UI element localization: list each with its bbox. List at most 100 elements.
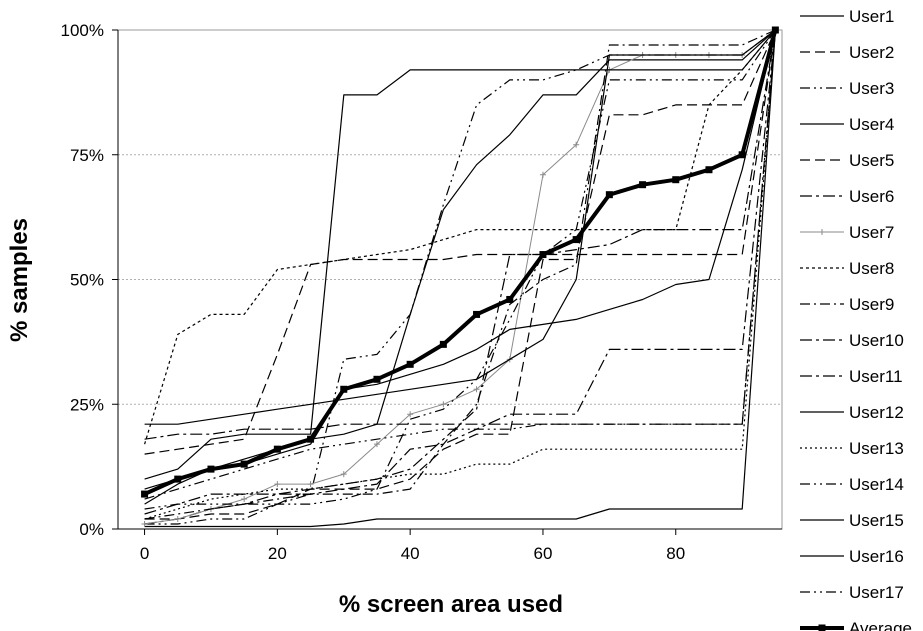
- x-tick-label: 20: [268, 544, 287, 563]
- legend-marker-user7: [819, 229, 825, 235]
- series-user14: [144, 29, 776, 510]
- data-point-average: [207, 465, 215, 473]
- series-user13: [144, 29, 776, 520]
- x-axis-title: % screen area used: [339, 591, 563, 618]
- series-line-user16: [144, 29, 776, 505]
- legend-item-user8: User8: [800, 259, 894, 278]
- data-point-user7: [241, 496, 248, 503]
- legend-label-user15: User15: [849, 511, 904, 530]
- series-user11: [144, 29, 776, 440]
- series-line-user10: [144, 29, 776, 515]
- series-line-user5: [144, 29, 776, 520]
- series-line-user17: [144, 29, 776, 500]
- tick-labels: 0% 25% 50% 75% 100% 0 20 40 60 80: [61, 21, 686, 563]
- series-user1: [144, 29, 776, 528]
- series-user8: [144, 29, 776, 445]
- series-line-user8: [144, 29, 776, 445]
- y-tick-label: 25%: [70, 395, 104, 414]
- x-tick-label: 40: [401, 544, 420, 563]
- legend-item-user4: User4: [800, 115, 894, 134]
- legend: User1 User2 User3 User4 User5 User6 User7 User8…: [800, 7, 912, 631]
- data-point-average: [539, 251, 547, 259]
- series-line-user3: [144, 29, 776, 525]
- data-point-average: [672, 176, 680, 184]
- legend-item-average: Average: [800, 619, 912, 631]
- legend-item-user2: User2: [800, 43, 894, 62]
- series-user12: [144, 29, 776, 425]
- data-point-average: [240, 460, 248, 468]
- legend-item-user13: User13: [800, 439, 904, 458]
- series-user7: [141, 27, 779, 528]
- data-point-average: [340, 385, 348, 393]
- legend-label-user9: User9: [849, 295, 894, 314]
- series-user10: [144, 29, 776, 515]
- data-point-average: [572, 236, 580, 244]
- y-axis-title: % samples: [6, 218, 33, 342]
- series-user5: [144, 29, 776, 520]
- data-point-user7: [473, 386, 480, 393]
- series-average: [141, 26, 779, 498]
- legend-item-user1: User1: [800, 7, 894, 26]
- legend-label-average: Average: [849, 619, 912, 631]
- legend-item-user6: User6: [800, 187, 894, 206]
- legend-item-user15: User15: [800, 511, 904, 530]
- y-tick-label: 75%: [70, 146, 104, 165]
- series-line-user12: [144, 29, 776, 425]
- legend-item-user5: User5: [800, 151, 894, 170]
- y-tick-label: 0%: [79, 520, 104, 539]
- legend-label-user1: User1: [849, 7, 894, 26]
- series-line-user15: [144, 29, 776, 480]
- legend-label-user4: User4: [849, 115, 894, 134]
- legend-label-user2: User2: [849, 43, 894, 62]
- data-point-average: [141, 490, 149, 498]
- series-line-average: [143, 29, 778, 496]
- legend-item-user10: User10: [800, 331, 904, 350]
- series-line-user7: [144, 29, 776, 525]
- data-point-user7: [340, 471, 347, 478]
- data-point-user7: [274, 481, 281, 488]
- legend-item-user14: User14: [800, 475, 904, 494]
- series-line-user1: [144, 29, 776, 528]
- y-tick-label: 100%: [61, 21, 104, 40]
- legend-label-user12: User12: [849, 403, 904, 422]
- series-line-user9: [144, 29, 776, 520]
- legend-label-user10: User10: [849, 331, 904, 350]
- data-point-average: [406, 360, 414, 368]
- data-point-average: [705, 166, 713, 174]
- legend-item-user3: User3: [800, 79, 894, 98]
- series-line-user14: [144, 29, 776, 510]
- legend-label-user14: User14: [849, 475, 904, 494]
- legend-label-user11: User11: [849, 367, 903, 386]
- series-user4: [144, 29, 776, 490]
- data-point-average: [771, 26, 779, 34]
- x-tick-label: 0: [140, 544, 149, 563]
- series-user9: [144, 29, 776, 520]
- data-point-user7: [539, 171, 546, 178]
- x-tick-label: 80: [666, 544, 685, 563]
- series-user15: [144, 29, 776, 480]
- series-line-user4: [144, 29, 776, 490]
- data-point-average: [273, 445, 281, 453]
- data-point-average: [738, 151, 746, 159]
- series-user3: [144, 29, 776, 525]
- series-user16: [144, 29, 776, 505]
- legend-label-user17: User17: [849, 583, 904, 602]
- data-point-average: [473, 310, 481, 318]
- data-point-user7: [573, 141, 580, 148]
- data-point-user7: [440, 401, 447, 408]
- legend-label-user6: User6: [849, 187, 894, 206]
- data-point-average: [373, 375, 381, 383]
- legend-marker-average: [818, 624, 826, 631]
- legend-label-user13: User13: [849, 439, 904, 458]
- x-tick-label: 60: [533, 544, 552, 563]
- series-line-user11: [144, 29, 776, 440]
- series-user2: [144, 29, 776, 455]
- data-point-average: [506, 295, 514, 303]
- data-point-average: [174, 475, 182, 483]
- legend-label-user7: User7: [849, 223, 894, 242]
- legend-item-user7: User7: [800, 223, 894, 242]
- data-point-user7: [141, 521, 148, 528]
- series-user17: [144, 29, 776, 500]
- data-point-user7: [373, 441, 380, 448]
